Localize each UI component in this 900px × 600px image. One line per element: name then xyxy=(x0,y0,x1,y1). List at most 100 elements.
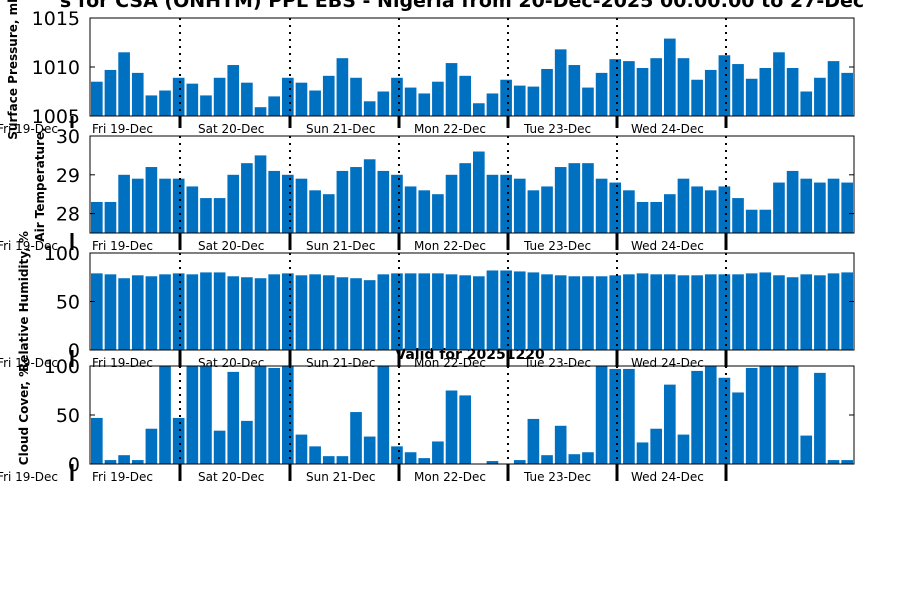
bar xyxy=(500,174,512,233)
x-tick-label: Fri 19-Dec xyxy=(92,122,153,136)
bar xyxy=(759,67,772,116)
bar xyxy=(841,460,853,464)
y-tick-label: 29 xyxy=(56,165,80,187)
bar xyxy=(595,366,608,464)
bar xyxy=(418,190,431,233)
bar xyxy=(595,178,608,233)
bar xyxy=(745,273,758,350)
bar xyxy=(268,274,280,350)
bar xyxy=(391,77,403,116)
bar xyxy=(691,79,703,116)
bar xyxy=(336,277,349,350)
bar xyxy=(377,91,390,116)
y-axis-label: Relative Humidity, % xyxy=(17,231,31,372)
bar xyxy=(91,273,103,350)
bar xyxy=(773,182,785,233)
bar xyxy=(282,174,294,233)
bar xyxy=(336,456,349,464)
bar xyxy=(377,366,390,464)
bar xyxy=(159,178,171,233)
bar xyxy=(541,455,553,464)
bar xyxy=(691,186,703,233)
x-tick-label: Tue 23-Dec xyxy=(523,356,591,370)
x-tick-label: Mon 22-Dec xyxy=(414,239,486,253)
bar xyxy=(200,95,212,116)
bar xyxy=(200,366,212,464)
bar xyxy=(800,274,813,350)
bar xyxy=(527,272,540,350)
bar xyxy=(718,377,731,464)
y-axis-label: Surface Pressure, mb xyxy=(6,0,20,140)
bar xyxy=(172,417,185,464)
bar xyxy=(268,170,280,233)
bar xyxy=(650,58,662,116)
y-tick-label: 50 xyxy=(56,292,80,314)
x-tick-label: Wed 24-Dec xyxy=(631,470,704,484)
bar xyxy=(636,442,649,464)
bar xyxy=(841,272,853,350)
bar xyxy=(759,366,772,464)
bar xyxy=(486,270,499,350)
y-tick-label: 1010 xyxy=(32,57,80,79)
bar xyxy=(636,273,649,350)
bar xyxy=(404,87,417,116)
x-tick-label: Wed 24-Dec xyxy=(631,356,704,370)
bar xyxy=(145,428,158,464)
x-tick-label: Mon 22-Dec xyxy=(414,356,486,370)
bar xyxy=(664,194,676,233)
x-tick-label: Tue 23-Dec xyxy=(523,239,591,253)
bar xyxy=(786,277,799,350)
bar xyxy=(336,170,349,233)
bar xyxy=(527,418,540,464)
bar xyxy=(213,198,226,233)
bar xyxy=(118,455,130,464)
bar xyxy=(391,273,403,350)
bar xyxy=(432,81,444,116)
bar xyxy=(445,390,458,464)
x-tick-label: Tue 23-Dec xyxy=(523,122,591,136)
bar xyxy=(377,274,390,350)
bar xyxy=(159,90,171,116)
bar xyxy=(800,178,813,233)
bar xyxy=(595,276,608,350)
bar xyxy=(363,101,376,116)
y-tick-label: 1015 xyxy=(32,8,80,30)
bar xyxy=(459,275,471,350)
bar xyxy=(800,435,813,464)
bar xyxy=(186,274,199,350)
bar xyxy=(295,434,308,464)
x-tick-label: Fri 19-Dec xyxy=(0,356,58,370)
bar xyxy=(486,174,499,233)
bar xyxy=(732,198,744,233)
bar xyxy=(814,275,826,350)
bar xyxy=(609,368,622,464)
bar xyxy=(650,201,662,233)
bar xyxy=(623,274,635,350)
bar xyxy=(554,275,567,350)
bar xyxy=(213,272,226,350)
bar xyxy=(254,366,267,464)
y-tick-label: 100 xyxy=(44,243,80,265)
bar xyxy=(227,371,240,464)
x-tick-label: Fri 19-Dec xyxy=(0,122,58,136)
bar xyxy=(650,274,662,350)
x-tick-label: Sat 20-Dec xyxy=(198,122,264,136)
bar xyxy=(418,93,431,116)
bar xyxy=(513,271,526,350)
bar xyxy=(432,441,444,464)
bar xyxy=(104,69,117,116)
bar xyxy=(145,167,158,233)
bar xyxy=(404,452,417,464)
bar xyxy=(541,68,553,116)
bar xyxy=(104,201,117,233)
bar xyxy=(773,366,785,464)
bar xyxy=(227,65,240,116)
bar xyxy=(786,67,799,116)
bar xyxy=(186,366,199,464)
bar xyxy=(118,52,130,116)
bar xyxy=(759,209,772,233)
bar xyxy=(227,276,240,350)
bar xyxy=(459,395,471,464)
y-axis-label: Air Temperature, xyxy=(33,127,47,241)
bar xyxy=(827,178,840,233)
